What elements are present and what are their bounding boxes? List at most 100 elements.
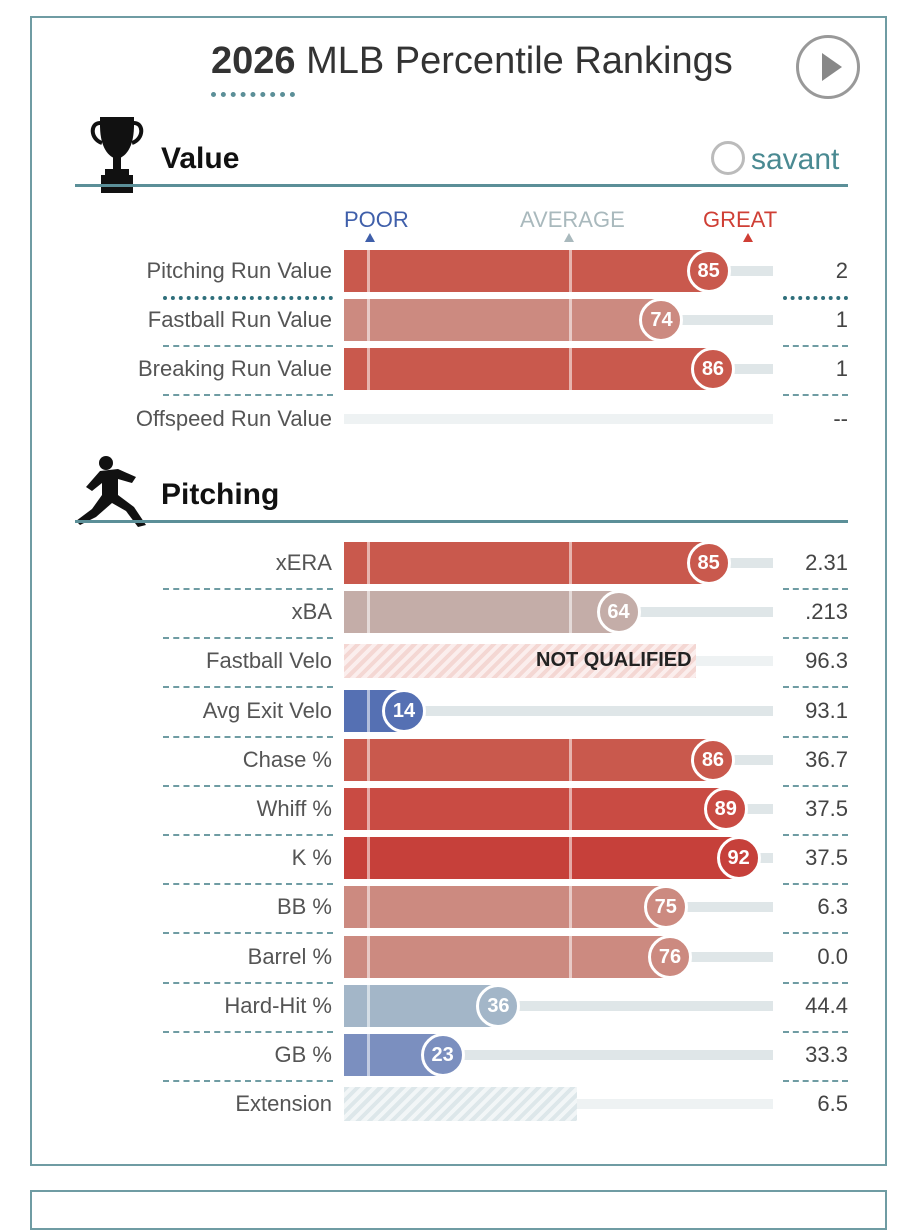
row-separator bbox=[163, 637, 333, 640]
legend-poor: POOR bbox=[344, 207, 409, 232]
row-separator bbox=[783, 637, 848, 640]
percentile-badge[interactable]: 85 bbox=[686, 541, 731, 585]
extension-bar bbox=[344, 1087, 577, 1122]
savant-brand[interactable]: savant bbox=[711, 141, 840, 178]
savant-label: savant bbox=[751, 143, 840, 176]
row-label: Barrel % bbox=[247, 943, 332, 969]
row-separator bbox=[163, 394, 333, 397]
grid-line bbox=[569, 788, 572, 830]
legend-poor-marker bbox=[365, 233, 375, 242]
percentile-badge[interactable]: 76 bbox=[648, 934, 693, 979]
percentile-badge[interactable]: 85 bbox=[686, 249, 731, 293]
percentile-badge[interactable]: 89 bbox=[703, 787, 748, 831]
row-label: Pitching Run Value bbox=[146, 258, 333, 283]
row-separator bbox=[783, 883, 848, 886]
row-separator bbox=[783, 296, 848, 300]
trophy-icon bbox=[90, 117, 144, 193]
row-value: 37.5 bbox=[805, 845, 848, 871]
row-separator bbox=[783, 1080, 848, 1082]
pitching-section-title: Pitching bbox=[161, 478, 280, 511]
percentile-badge[interactable]: 75 bbox=[643, 885, 688, 930]
row-separator bbox=[163, 834, 333, 836]
row-value: 36.7 bbox=[805, 746, 848, 772]
grid-line bbox=[569, 886, 572, 929]
row-value: 2 bbox=[835, 258, 848, 283]
row-value: 0.0 bbox=[817, 943, 848, 969]
row-value: 93.1 bbox=[805, 697, 848, 723]
row-separator bbox=[163, 296, 333, 300]
grid-line bbox=[569, 738, 572, 781]
row-separator bbox=[783, 834, 848, 836]
row-separator bbox=[783, 784, 848, 787]
row-separator bbox=[783, 394, 848, 397]
grid-line bbox=[367, 935, 370, 978]
percentile-track bbox=[344, 413, 773, 424]
grid-line bbox=[569, 299, 572, 342]
percentile-bar bbox=[344, 935, 671, 978]
percentile-badge[interactable]: 86 bbox=[690, 347, 735, 392]
row-separator bbox=[783, 932, 848, 935]
title-underline bbox=[211, 92, 295, 97]
grid-line bbox=[367, 299, 370, 342]
grid-line bbox=[367, 542, 370, 584]
percentile-bar bbox=[344, 738, 713, 781]
row-label: xBA bbox=[291, 599, 332, 625]
percentile-badge[interactable]: 74 bbox=[639, 298, 684, 343]
grid-line bbox=[569, 542, 572, 584]
row-separator bbox=[783, 1030, 848, 1033]
row-label: Chase % bbox=[242, 746, 332, 772]
row-separator bbox=[163, 784, 333, 787]
grid-line bbox=[569, 591, 572, 634]
row-separator bbox=[163, 1080, 333, 1082]
row-separator bbox=[783, 686, 848, 689]
percentile-track bbox=[344, 1050, 773, 1060]
grid-line bbox=[367, 788, 370, 830]
grid-line bbox=[367, 738, 370, 781]
row-label: Fastball Velo bbox=[206, 648, 332, 674]
percentile-bar bbox=[344, 348, 713, 391]
row-label: BB % bbox=[276, 894, 332, 920]
row-value: 2.31 bbox=[805, 550, 848, 575]
row-separator bbox=[163, 883, 333, 886]
row-separator bbox=[783, 981, 848, 984]
row-label: Breaking Run Value bbox=[137, 356, 332, 382]
legend-great: GREAT bbox=[703, 207, 778, 232]
grid-line bbox=[367, 1034, 370, 1076]
row-separator bbox=[783, 735, 848, 738]
percentile-bar bbox=[344, 886, 666, 929]
row-label: Fastball Run Value bbox=[147, 307, 332, 333]
row-separator bbox=[163, 686, 333, 689]
grid-line bbox=[569, 935, 572, 978]
percentile-bar bbox=[344, 299, 662, 342]
row-separator bbox=[783, 345, 848, 348]
play-button[interactable] bbox=[796, 35, 860, 99]
grid-line bbox=[367, 250, 370, 292]
row-value: -- bbox=[833, 405, 848, 431]
title-text: MLB Percentile Rankings bbox=[306, 40, 733, 82]
value-section-title: Value bbox=[161, 142, 240, 175]
value-section-rule bbox=[75, 184, 848, 187]
row-value: 1 bbox=[835, 307, 848, 333]
percentile-badge[interactable]: 92 bbox=[716, 836, 761, 881]
percentile-track bbox=[344, 1000, 773, 1011]
not-qualified-label: NOT QUALIFIED bbox=[536, 649, 692, 672]
percentile-badge[interactable]: 86 bbox=[690, 737, 735, 782]
row-label: Extension bbox=[235, 1091, 332, 1117]
grid-line bbox=[569, 837, 572, 880]
page-title: 2026 MLB Percentile Rankings bbox=[211, 40, 733, 83]
legend-average-marker bbox=[564, 233, 574, 242]
percentile-badge[interactable]: 36 bbox=[476, 983, 521, 1028]
grid-line bbox=[569, 250, 572, 292]
grid-line bbox=[367, 837, 370, 880]
row-label: Avg Exit Velo bbox=[202, 697, 332, 723]
row-separator bbox=[163, 981, 333, 984]
title-year: 2026 bbox=[211, 40, 296, 82]
next-card bbox=[30, 1190, 887, 1230]
percentile-badge[interactable]: 64 bbox=[596, 590, 641, 635]
row-label: GB % bbox=[274, 1042, 332, 1067]
percentile-badge[interactable]: 23 bbox=[420, 1033, 465, 1077]
row-separator bbox=[783, 588, 848, 590]
percentile-badge[interactable]: 14 bbox=[382, 688, 427, 733]
row-value: 6.3 bbox=[817, 894, 848, 920]
row-separator bbox=[163, 1030, 333, 1033]
